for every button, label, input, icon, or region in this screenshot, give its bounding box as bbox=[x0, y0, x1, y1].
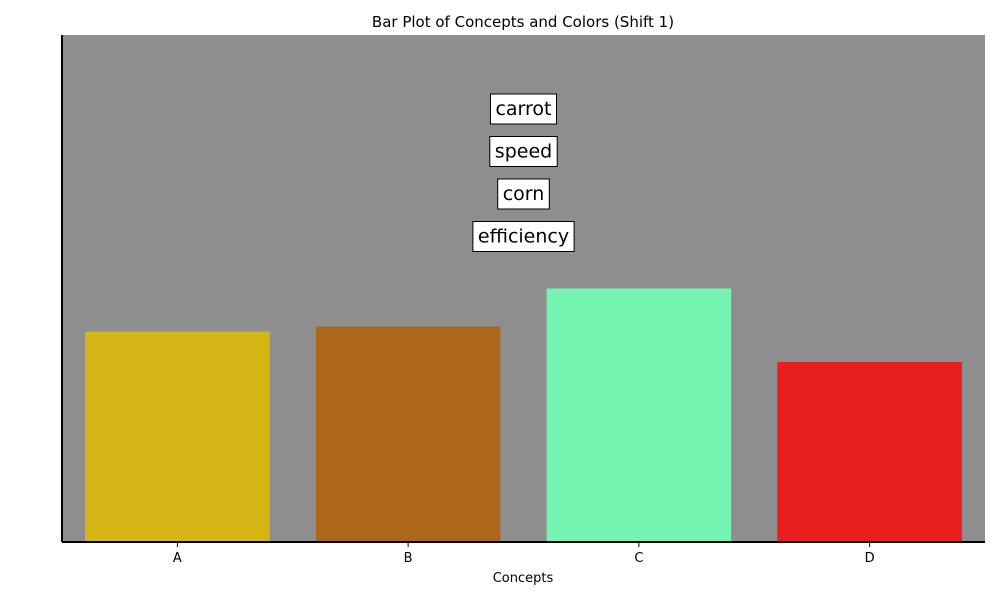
x-tick-label: A bbox=[173, 551, 182, 566]
bar-c bbox=[546, 288, 732, 542]
annotation-text: speed bbox=[495, 141, 552, 163]
bar-d bbox=[777, 362, 962, 542]
annotation-text: corn bbox=[503, 183, 545, 205]
chart-title: Bar Plot of Concepts and Colors (Shift 1… bbox=[372, 13, 674, 31]
bars-group bbox=[85, 288, 962, 542]
annotation-box bbox=[489, 93, 558, 125]
annotation-text: carrot bbox=[495, 98, 551, 120]
x-tick-label: D bbox=[865, 551, 875, 566]
x-tick-label: B bbox=[404, 551, 413, 566]
x-tick-label: C bbox=[634, 551, 643, 566]
annotation-corn: corn bbox=[497, 178, 550, 210]
x-axis-label: Concepts bbox=[493, 571, 554, 586]
bar-a bbox=[85, 331, 270, 542]
annotation-text: efficiency bbox=[478, 226, 569, 248]
annotation-speed: speed bbox=[489, 136, 558, 167]
annotations-group: carrot speed corn efficiency bbox=[472, 93, 575, 252]
annotation-box bbox=[472, 221, 575, 252]
x-tick-group: A B C D bbox=[173, 542, 875, 566]
annotation-efficiency: efficiency bbox=[472, 221, 575, 252]
annotation-box bbox=[497, 178, 550, 210]
annotation-box bbox=[489, 136, 558, 167]
bar-b bbox=[315, 326, 501, 542]
annotation-carrot: carrot bbox=[489, 93, 558, 125]
